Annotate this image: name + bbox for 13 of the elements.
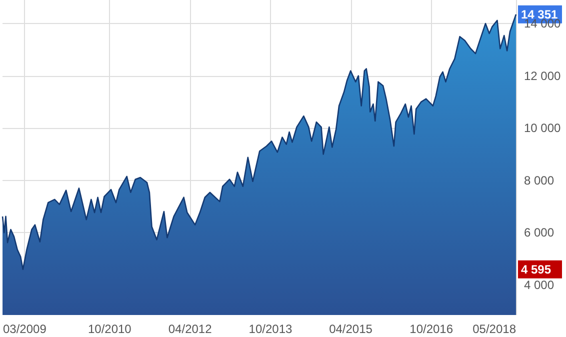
text: 4 595 (521, 262, 552, 276)
x-tick-label: 05/2018 (472, 322, 516, 336)
x-tick-label: 10/2013 (248, 322, 292, 336)
x-tick-label: 10/2016 (410, 322, 454, 336)
x-tick-label: 03/2009 (2, 322, 47, 336)
y-tick-label: 12 000 (524, 68, 562, 83)
x-tick-label: 04/2015 (329, 322, 373, 336)
y-tick-label: 4 000 (524, 278, 554, 292)
x-tick-label: 10/2010 (88, 322, 132, 336)
y-tick-label: 8 000 (524, 173, 554, 188)
y-tick-label: 10 000 (524, 121, 562, 136)
x-tick-label: 04/2012 (168, 322, 212, 336)
y-tick-label: 6 000 (524, 226, 554, 240)
